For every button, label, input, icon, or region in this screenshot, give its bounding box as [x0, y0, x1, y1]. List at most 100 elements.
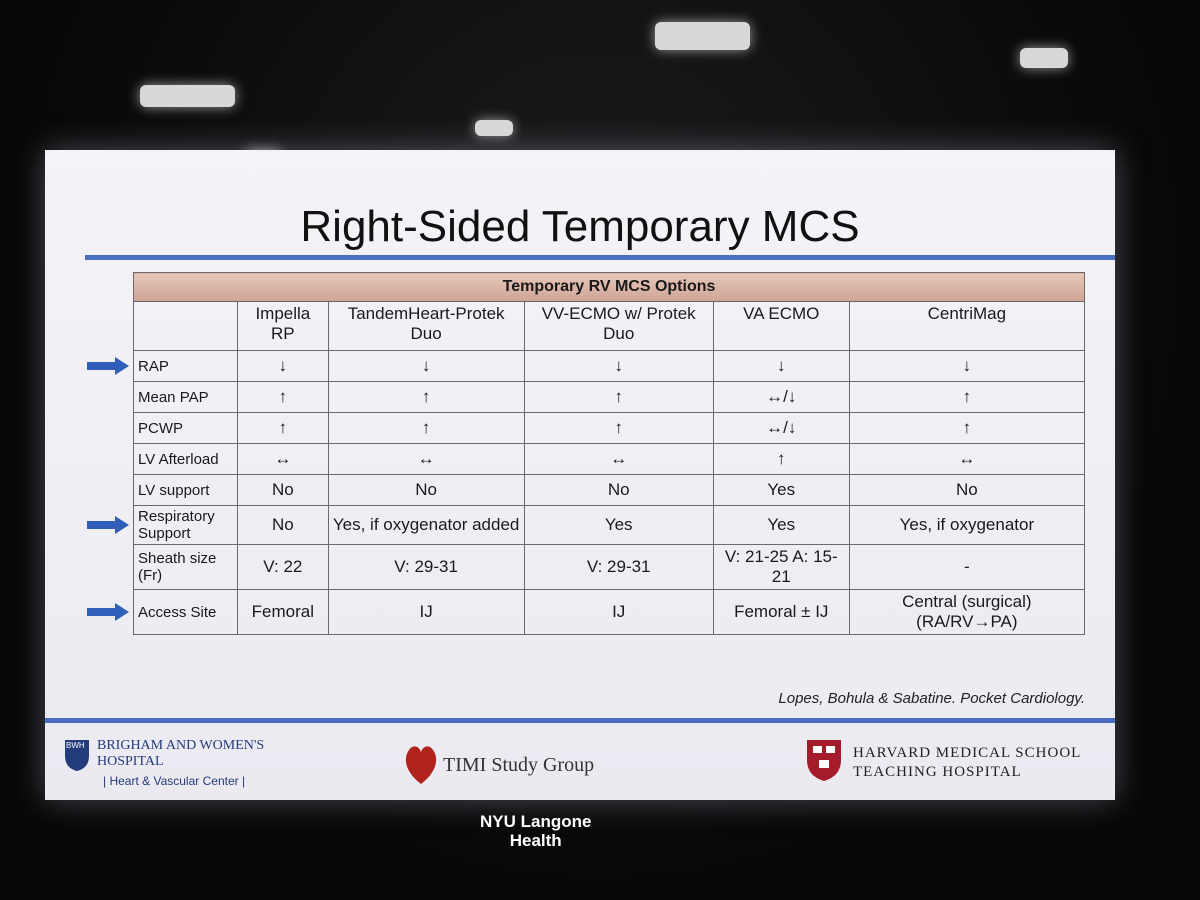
- venue-logo: NYU Langone Health: [480, 812, 591, 850]
- table-cell: ↑: [327, 412, 525, 444]
- arrow-cell: [85, 590, 134, 635]
- table-row: Mean PAP ↑ ↑ ↑ ↔/↓ ↑: [85, 381, 1086, 413]
- table-cell: ↑: [523, 412, 714, 444]
- table-cell: V: 22: [237, 544, 329, 590]
- table-cell: Femoral: [237, 589, 329, 635]
- table-cell: V: 29-31: [523, 544, 714, 590]
- table-cell: ↔: [237, 443, 329, 475]
- table-row: PCWP ↑ ↑ ↑ ↔/↓ ↑: [85, 412, 1086, 444]
- group-row: Temporary RV MCS Options: [85, 272, 1085, 302]
- stage-light: [140, 85, 235, 107]
- table-wrap: Temporary RV MCS Options Impella RP Tandem…: [85, 272, 1086, 635]
- bwh-name: BRIGHAM AND WOMEN'S HOSPITAL: [97, 738, 265, 769]
- venue-line: Health: [509, 831, 562, 850]
- table-cell: Yes: [712, 505, 850, 545]
- arrow-cell: [85, 413, 134, 444]
- table-cell: ↓: [523, 350, 714, 382]
- slide-title: Right-Sided Temporary MCS: [300, 202, 860, 251]
- table-row: LV support No No No Yes No: [85, 474, 1086, 506]
- corner-cell: [133, 301, 238, 351]
- column-header: CentriMag: [848, 301, 1086, 351]
- row-label: RAP: [133, 350, 238, 382]
- arrow-cell: [85, 273, 134, 302]
- table-cell: Yes, if oxygenator: [848, 505, 1086, 545]
- timi-name: TIMI Study Group: [443, 754, 595, 776]
- harvard-line: HARVARD MEDICAL SCHOOL: [853, 745, 1082, 761]
- venue-line: NYU Langone: [480, 812, 592, 831]
- slide: Right-Sided Temporary MCS Temporary RV M…: [45, 150, 1115, 800]
- table-cell: Femoral ± IJ: [712, 589, 850, 635]
- stage-light: [475, 120, 513, 136]
- bwh-shield: [65, 740, 89, 771]
- header-row: Impella RP TandemHeart-Protek Duo VV-ECMO …: [85, 301, 1086, 351]
- table-row: Sheath size (Fr) V: 22 V: 29-31 V: 29-31 V: …: [85, 544, 1086, 590]
- table-cell: No: [327, 474, 525, 506]
- stage-light: [1020, 48, 1068, 68]
- table-row: RAP ↓ ↓ ↓ ↓ ↓: [85, 350, 1086, 382]
- timi-heart: [405, 746, 437, 784]
- table-cell: ↔: [523, 443, 714, 475]
- group-header: Temporary RV MCS Options: [133, 272, 1085, 302]
- row-label: Respiratory Support: [133, 505, 238, 545]
- pointer-arrow: [87, 357, 129, 375]
- table-cell: ↑: [848, 412, 1086, 444]
- table-cell: ↔/↓: [712, 412, 850, 444]
- citation: Lopes, Bohula & Sabatine. Pocket Cardiol…: [778, 690, 1085, 707]
- arrow-cell: [85, 351, 134, 382]
- row-label: PCWP: [133, 412, 238, 444]
- table-cell: ↓: [237, 350, 329, 382]
- table-cell: V: 29-31: [327, 544, 525, 590]
- table-cell: IJ: [327, 589, 525, 635]
- table-cell: ↔: [327, 443, 525, 475]
- arrow-cell: [85, 506, 134, 545]
- table-cell: ↑: [327, 381, 525, 413]
- table-cell: No: [237, 505, 329, 545]
- table-cell: ↑: [848, 381, 1086, 413]
- table-row: Access Site Femoral IJ IJ Femoral ± IJ Centra…: [85, 589, 1086, 635]
- table-cell: ↑: [237, 381, 329, 413]
- pointer-arrow: [87, 516, 129, 534]
- arrow-cell: [85, 475, 134, 506]
- table-cell: ↑: [237, 412, 329, 444]
- table-row: Respiratory Support No Yes, if oxygenator …: [85, 505, 1086, 545]
- comparison-table: Temporary RV MCS Options Impella RP Tandem…: [85, 272, 1086, 635]
- row-label: Mean PAP: [133, 381, 238, 413]
- table-cell: ↔: [848, 443, 1086, 475]
- row-label: LV support: [133, 474, 238, 506]
- bwh-abbr: BWH: [66, 741, 85, 750]
- table-cell: ↓: [327, 350, 525, 382]
- row-label: Sheath size (Fr): [133, 544, 238, 590]
- table-cell: Yes, if oxygenator added: [327, 505, 525, 545]
- stage-light: [655, 22, 750, 50]
- column-header: TandemHeart-Protek Duo: [327, 301, 525, 351]
- table-cell: No: [848, 474, 1086, 506]
- table-cell: IJ: [523, 589, 714, 635]
- harvard-name: HARVARD MEDICAL SCHOOL TEACHING HOSPITAL: [853, 744, 1113, 782]
- arrow-cell: [85, 545, 134, 590]
- arrow-cell: [85, 382, 134, 413]
- title-rule: [85, 255, 1115, 260]
- table-cell: Yes: [523, 505, 714, 545]
- pointer-arrow: [87, 603, 129, 621]
- harvard-line: TEACHING HOSPITAL: [853, 764, 1022, 780]
- table-cell: ↑: [523, 381, 714, 413]
- table-cell: -: [848, 544, 1086, 590]
- table-cell: Yes: [712, 474, 850, 506]
- table-cell: No: [237, 474, 329, 506]
- row-label: LV Afterload: [133, 443, 238, 475]
- table-cell: Central (surgical) (RA/RV→PA): [848, 589, 1086, 635]
- table-cell: ↑: [712, 443, 850, 475]
- table-cell: ↔/↓: [712, 381, 850, 413]
- arrow-cell: [85, 444, 134, 475]
- table-cell: ↓: [848, 350, 1086, 382]
- row-label: Access Site: [133, 589, 238, 635]
- table-cell: ↓: [712, 350, 850, 382]
- harvard-shield: [807, 740, 841, 781]
- column-header: VA ECMO: [712, 301, 850, 351]
- column-header: Impella RP: [237, 301, 329, 351]
- table-cell: V: 21-25 A: 15-21: [712, 544, 850, 590]
- column-header: VV-ECMO w/ Protek Duo: [523, 301, 714, 351]
- table-cell: No: [523, 474, 714, 506]
- table-row: LV Afterload ↔ ↔ ↔ ↑ ↔: [85, 443, 1086, 475]
